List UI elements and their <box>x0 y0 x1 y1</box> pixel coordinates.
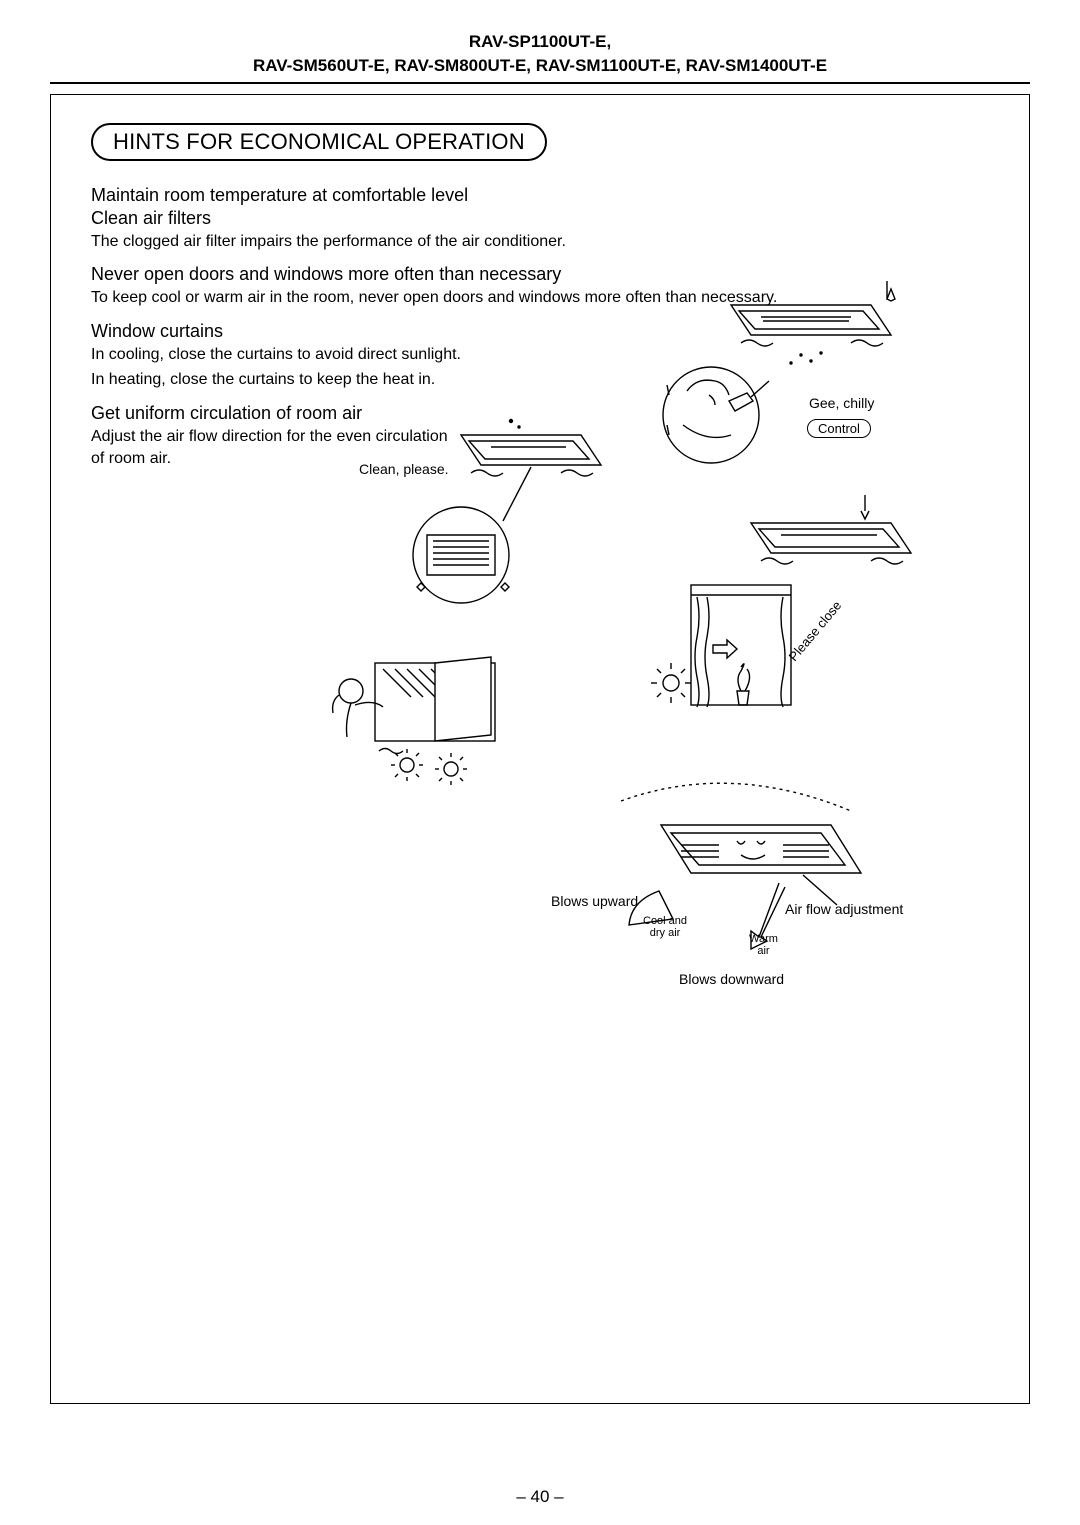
body-curtains-2: In heating, close the curtains to keep t… <box>91 369 989 391</box>
heading-curtains: Window curtains <box>91 321 989 342</box>
illustration-curtains: Please close <box>641 505 921 725</box>
heading-circulation: Get uniform circulation of room air <box>91 403 989 424</box>
header-line-2: RAV-SM560UT-E, RAV-SM800UT-E, RAV-SM1100… <box>50 54 1030 78</box>
label-warm-air: Warm air <box>749 933 778 957</box>
body-curtains-1: In cooling, close the curtains to avoid … <box>91 344 989 366</box>
body-clean: The clogged air filter impairs the perfo… <box>91 231 989 253</box>
label-air-flow-adjustment: Air flow adjustment <box>785 901 903 917</box>
page: RAV-SP1100UT-E, RAV-SM560UT-E, RAV-SM800… <box>0 0 1080 1525</box>
document-header: RAV-SP1100UT-E, RAV-SM560UT-E, RAV-SM800… <box>50 30 1030 78</box>
page-number: – 40 – <box>0 1487 1080 1507</box>
heading-doors: Never open doors and windows more often … <box>91 264 989 285</box>
illustration-airflow: Blows upward Air flow adjustment Cool an… <box>551 775 911 1005</box>
label-blows-upward: Blows upward <box>551 893 638 909</box>
label-blows-downward: Blows downward <box>679 971 784 987</box>
curtains-diagram-icon <box>641 505 921 725</box>
label-cool-dry-air: Cool and dry air <box>643 915 687 939</box>
illustration-window <box>311 655 521 795</box>
window-diagram-icon <box>311 655 521 795</box>
heading-clean: Clean air filters <box>91 208 989 229</box>
content-frame: HINTS FOR ECONOMICAL OPERATION Maintain … <box>50 94 1030 1404</box>
header-line-1: RAV-SP1100UT-E, <box>50 30 1030 54</box>
airflow-diagram-icon <box>551 775 911 1005</box>
label-please-close: Please close <box>786 597 845 663</box>
header-divider <box>50 82 1030 84</box>
body-circulation: Adjust the air flow direction for the ev… <box>91 426 451 469</box>
body-doors: To keep cool or warm air in the room, ne… <box>91 287 989 309</box>
heading-maintain: Maintain room temperature at comfortable… <box>91 185 989 206</box>
page-title: HINTS FOR ECONOMICAL OPERATION <box>91 123 547 161</box>
